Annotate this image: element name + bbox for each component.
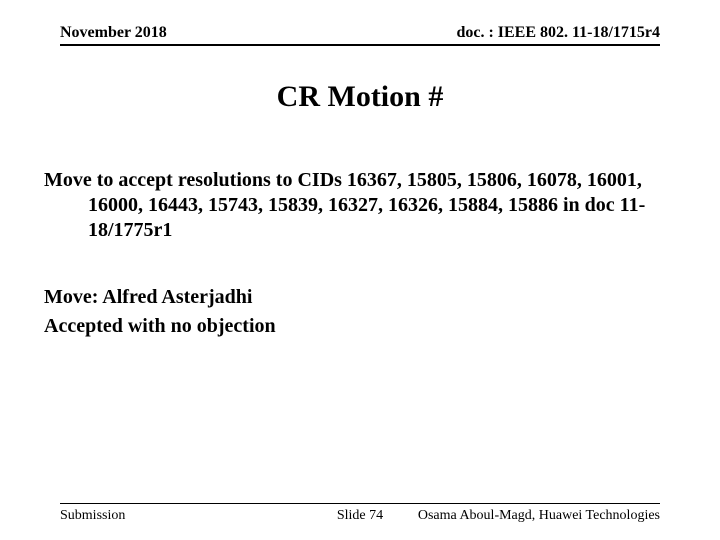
footer: Submission Slide 74 Osama Aboul-Magd, Hu… <box>60 503 660 506</box>
header: November 2018 doc. : IEEE 802. 11-18/171… <box>60 24 660 46</box>
slide-body: Move to accept resolutions to CIDs 16367… <box>44 168 660 339</box>
status-line: Accepted with no objection <box>44 314 660 339</box>
slide-title: CR Motion # <box>0 80 720 114</box>
motion-text: Move to accept resolutions to CIDs 16367… <box>44 168 660 243</box>
header-docnum: doc. : IEEE 802. 11-18/1715r4 <box>456 24 660 42</box>
header-date: November 2018 <box>60 24 167 42</box>
footer-right: Osama Aboul-Magd, Huawei Technologies <box>418 508 660 524</box>
mover-line: Move: Alfred Asterjadhi <box>44 285 660 310</box>
